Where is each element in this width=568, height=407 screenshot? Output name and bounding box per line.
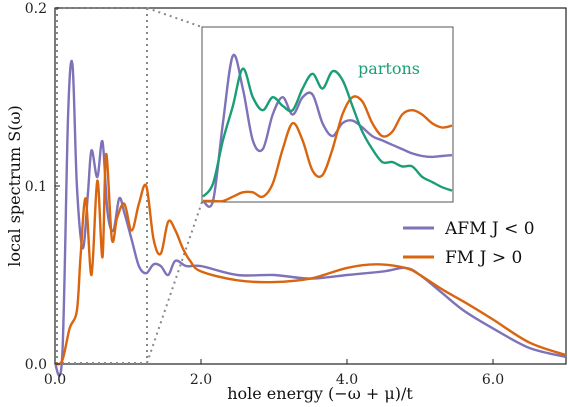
partons-annotation: partons <box>358 59 420 78</box>
inset-frame <box>201 26 454 203</box>
inset-line-partons <box>202 67 453 198</box>
x-tick-label: 2.0 <box>190 372 212 388</box>
y-axis-label: local spectrum S(ω) <box>5 105 24 266</box>
legend-label-fm: FM J > 0 <box>445 248 522 268</box>
zoom-connector-bottom <box>146 201 203 364</box>
x-axis-label: hole energy (−ω + μ)/t <box>227 384 413 403</box>
y-ticks: 0.0 0.1 0.2 <box>25 1 60 373</box>
x-ticks: 0.0 2.0 4.0 6.0 <box>44 359 504 388</box>
legend: AFM J < 0 FM J > 0 <box>403 219 535 268</box>
inset-line-afm <box>202 53 453 208</box>
legend-label-afm: AFM J < 0 <box>444 219 535 239</box>
y-tick-label: 0.0 <box>25 357 47 373</box>
main-series-group <box>53 59 567 377</box>
zoom-connector-top <box>146 7 203 28</box>
x-tick-label: 6.0 <box>482 372 504 388</box>
inset-series-group <box>202 53 453 208</box>
y-tick-label: 0.2 <box>25 1 47 17</box>
x-tick-label: 0.0 <box>44 372 66 388</box>
inset-line-fm <box>203 95 453 203</box>
y-tick-label: 0.1 <box>25 179 47 195</box>
series-line-fm <box>54 152 567 366</box>
x-tick-label: 4.0 <box>336 372 358 388</box>
